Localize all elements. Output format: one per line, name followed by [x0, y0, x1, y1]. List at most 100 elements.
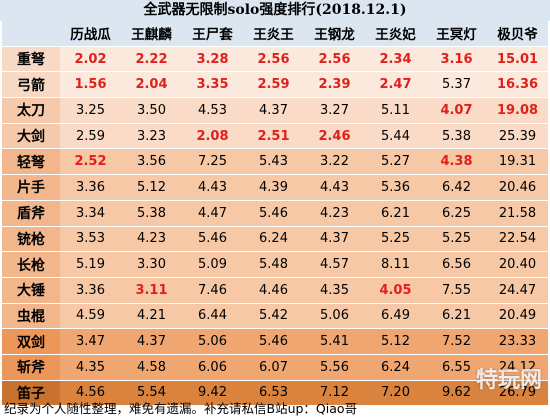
score-cell: 5.12	[365, 328, 426, 355]
table-row: 大锤 3.36 3.11 7.46 4.46 4.35 4.05 7.55 24.47	[2, 277, 548, 304]
score-cell: 4.21	[121, 303, 182, 330]
score-cell: 6.24	[243, 226, 304, 253]
score-cell: 4.23	[304, 200, 365, 227]
score-cell: 6.21	[365, 200, 426, 227]
table-row: 轻弩 2.52 3.56 7.25 5.43 3.22 5.27 4.38 19.31	[2, 148, 548, 176]
score-cell: 6.24	[365, 354, 426, 381]
score-cell: 9.62	[426, 380, 487, 407]
score-cell: 5.38	[426, 123, 487, 150]
score-cell: 2.51	[243, 123, 304, 150]
score-cell: 2.52	[60, 148, 121, 176]
weapon-name: 重弩	[2, 46, 60, 73]
score-cell: 4.39	[243, 174, 304, 201]
score-cell: 1.56	[60, 71, 121, 99]
column-header: 历战瓜	[60, 21, 121, 47]
weapon-name: 大剑	[2, 123, 60, 150]
score-cell: 3.36	[60, 277, 121, 304]
score-cell: 5.48	[243, 251, 304, 278]
score-cell: 4.59	[60, 303, 121, 330]
score-cell: 4.07	[426, 97, 487, 124]
score-cell: 20.49	[487, 303, 548, 330]
score-cell: 8.11	[365, 251, 426, 278]
score-cell: 6.06	[182, 354, 243, 381]
column-header: 王炎王	[243, 21, 304, 47]
weapon-name: 太刀	[2, 97, 60, 124]
score-cell: 7.12	[304, 380, 365, 407]
score-cell: 2.39	[304, 71, 365, 99]
score-cell: 6.21	[426, 303, 487, 330]
table-row: 弓箭 1.56 2.04 3.35 2.59 2.39 2.47 5.37 16.36	[2, 71, 548, 99]
column-header: 王炎妃	[365, 21, 426, 47]
score-cell: 5.25	[426, 226, 487, 253]
score-cell: 5.11	[365, 97, 426, 124]
score-cell: 4.46	[243, 277, 304, 304]
score-cell: 2.46	[304, 123, 365, 150]
score-cell: 4.37	[304, 226, 365, 253]
weapon-name: 双剑	[2, 328, 60, 355]
score-cell: 4.53	[182, 97, 243, 124]
score-cell: 22.54	[487, 226, 548, 253]
score-cell: 5.19	[60, 251, 121, 278]
weapon-name: 虫棍	[2, 303, 60, 330]
column-header: 王钢龙	[304, 21, 365, 47]
footnote: 纪录为个人随性整理，难免有遗漏。补充请私信B站up：Qiao哥	[4, 401, 358, 416]
score-cell: 4.37	[121, 328, 182, 355]
weapon-name: 斩斧	[2, 354, 60, 381]
score-cell: 5.56	[304, 354, 365, 381]
ranking-table: 历战瓜 王麒麟 王尸套 王炎王 王钢龙 王炎妃 王冥灯 极贝爷 重弩 2.02 2.22 3.28 2.…	[2, 21, 548, 407]
score-cell: 5.12	[121, 174, 182, 201]
score-cell: 21.58	[487, 200, 548, 227]
column-header: 王尸套	[182, 21, 243, 47]
score-cell: 25.39	[487, 123, 548, 150]
weapon-name: 弓箭	[2, 71, 60, 99]
score-cell: 3.22	[304, 148, 365, 176]
score-cell: 5.06	[182, 328, 243, 355]
score-cell: 2.59	[60, 123, 121, 150]
score-cell: 3.35	[182, 71, 243, 99]
score-cell: 5.46	[243, 328, 304, 355]
weapon-name: 铳枪	[2, 226, 60, 253]
score-cell: 2.04	[121, 71, 182, 99]
score-cell: 2.47	[365, 71, 426, 99]
table-row: 片手 3.36 5.12 4.43 4.39 4.43 5.36 6.42 20.46	[2, 174, 548, 201]
score-cell: 5.54	[121, 380, 182, 407]
score-cell: 6.55	[426, 354, 487, 381]
score-cell: 5.37	[426, 71, 487, 99]
corner-cell	[2, 21, 60, 47]
score-cell: 19.08	[487, 97, 548, 124]
score-cell: 4.05	[365, 277, 426, 304]
score-cell: 16.36	[487, 71, 548, 99]
score-cell: 5.42	[243, 303, 304, 330]
score-cell: 3.16	[426, 46, 487, 73]
score-cell: 24.12	[487, 354, 548, 381]
table-row: 铳枪 3.53 4.23 5.46 6.24 4.37 5.25 5.25 22.54	[2, 226, 548, 253]
column-header: 王冥灯	[426, 21, 487, 47]
table-row: 笛子 4.56 5.54 9.42 6.53 7.12 7.20 9.62 26.79	[2, 380, 548, 407]
score-cell: 3.56	[121, 148, 182, 176]
weapon-name: 片手	[2, 174, 60, 201]
score-cell: 7.52	[426, 328, 487, 355]
score-cell: 7.20	[365, 380, 426, 407]
score-cell: 2.59	[243, 71, 304, 99]
score-cell: 6.56	[426, 251, 487, 278]
column-header: 王麒麟	[121, 21, 182, 47]
score-cell: 5.38	[121, 200, 182, 227]
score-cell: 6.25	[426, 200, 487, 227]
score-cell: 5.27	[365, 148, 426, 176]
score-cell: 5.25	[365, 226, 426, 253]
score-cell: 2.22	[121, 46, 182, 73]
weapon-name: 大锤	[2, 277, 60, 304]
score-cell: 24.47	[487, 277, 548, 304]
weapon-name: 轻弩	[2, 148, 60, 176]
score-cell: 5.06	[304, 303, 365, 330]
score-cell: 6.44	[182, 303, 243, 330]
score-cell: 3.47	[60, 328, 121, 355]
score-cell: 4.35	[60, 354, 121, 381]
score-cell: 3.11	[121, 277, 182, 304]
score-cell: 4.43	[304, 174, 365, 201]
table-row: 重弩 2.02 2.22 3.28 2.56 2.56 2.34 3.16 15.01	[2, 46, 548, 73]
score-cell: 2.34	[365, 46, 426, 73]
score-cell: 5.41	[304, 328, 365, 355]
score-cell: 5.09	[182, 251, 243, 278]
table-row: 长枪 5.19 3.30 5.09 5.48 4.57 8.11 6.56 20.40	[2, 251, 548, 278]
